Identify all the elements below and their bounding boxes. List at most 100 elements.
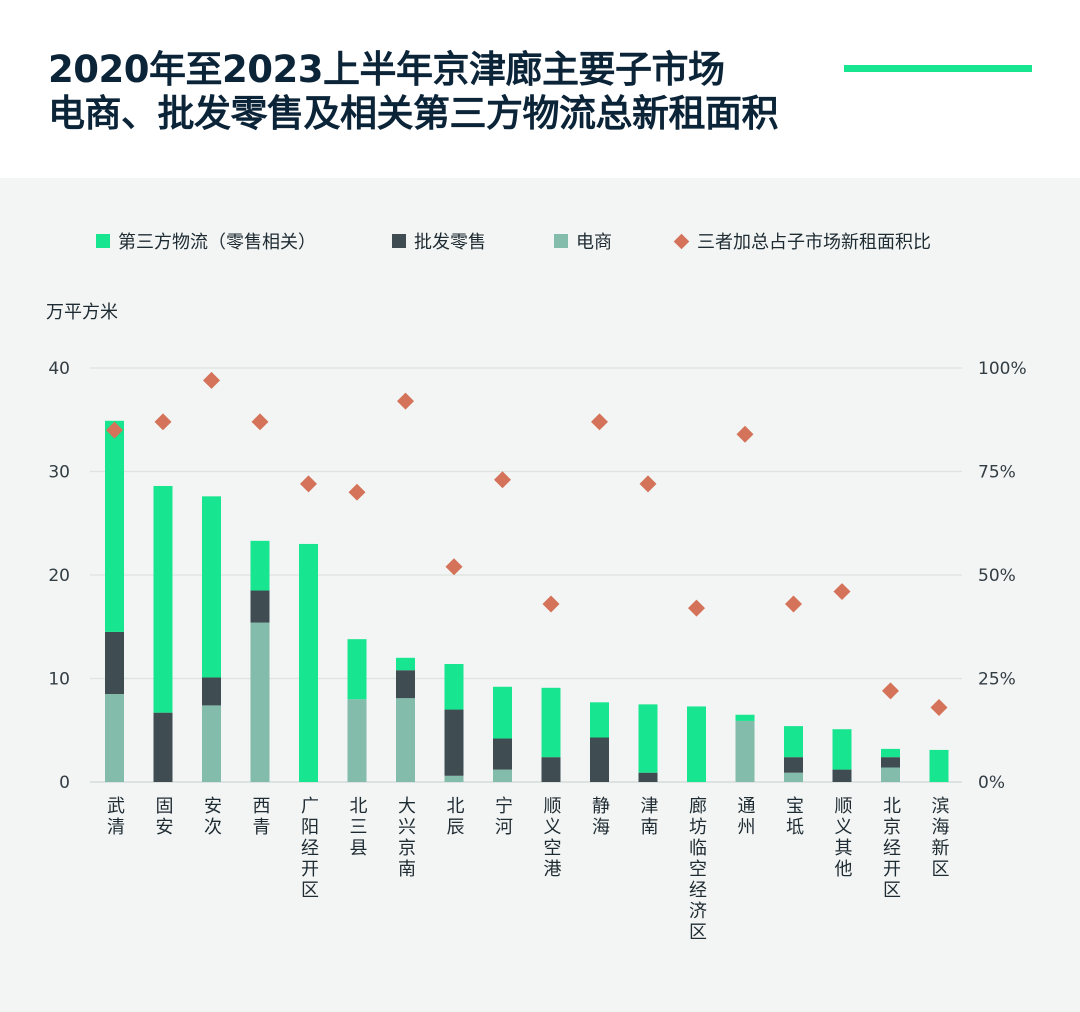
bar-segment-third-party	[396, 657, 415, 671]
y-axis-unit-label: 万平方米	[46, 302, 118, 323]
ratio-marker	[154, 413, 172, 431]
legend-swatch-third-party	[96, 234, 110, 248]
bar-segment-third-party	[105, 420, 124, 632]
x-category-label: 通州	[735, 796, 756, 838]
ratio-marker	[397, 392, 414, 410]
x-category-label: 安次	[201, 796, 222, 838]
y2-tick-label: 0%	[978, 773, 1005, 793]
x-category-label: 北辰	[444, 796, 465, 838]
bar-segment-third-party	[202, 496, 221, 678]
ratio-marker	[639, 475, 657, 493]
ratio-marker	[251, 413, 269, 431]
legend-label-third-party: 第三方物流（零售相关）	[118, 232, 316, 253]
bar-segment-third-party	[687, 706, 706, 782]
x-category-label: 北三县	[347, 796, 368, 859]
ratio-marker	[106, 421, 123, 439]
bar-segment-ecommerce	[347, 699, 367, 782]
bar-segment-ecommerce	[105, 694, 124, 782]
ratio-marker	[348, 483, 366, 501]
x-category-label: 西青	[250, 796, 271, 838]
x-category-label: 北京经开区	[880, 796, 901, 901]
x-category-label: 广阳经开区	[298, 796, 319, 901]
ratio-marker	[785, 595, 802, 613]
ratio-marker	[736, 425, 754, 443]
legend-label-wholesale: 批发零售	[414, 232, 486, 253]
ratio-marker	[542, 595, 560, 613]
y2-tick-label: 50%	[978, 566, 1016, 586]
legend-item-wholesale: 批发零售	[392, 228, 486, 254]
ratio-marker	[445, 558, 463, 576]
y2-tick-label: 100%	[978, 359, 1027, 379]
page-title: 2020年至2023上半年京津廊主要子市场 电商、批发零售及相关第三方物流总新租…	[48, 48, 779, 136]
x-category-label: 固安	[153, 796, 174, 838]
x-category-label: 武清	[104, 796, 125, 838]
y2-tick-label: 75%	[978, 463, 1016, 483]
ratio-marker	[203, 371, 220, 389]
legend-swatch-ecommerce	[554, 234, 568, 248]
bar-segment-third-party	[929, 749, 949, 782]
x-category-label: 宝坻	[783, 796, 804, 838]
bar-segment-wholesale	[541, 757, 561, 782]
bar-segment-third-party	[784, 726, 803, 758]
bar-segment-third-party	[881, 748, 900, 758]
bar-segment-third-party	[832, 729, 852, 770]
accent-line	[844, 65, 1032, 72]
bar-segment-ecommerce	[444, 775, 464, 782]
bar-segment-third-party	[250, 540, 270, 591]
bar-segment-wholesale	[202, 677, 221, 706]
ratio-marker	[688, 599, 705, 617]
ratio-marker	[930, 698, 948, 716]
x-category-label: 顺义空港	[541, 796, 562, 880]
bar-segment-ecommerce	[493, 769, 512, 782]
x-category-label: 大兴京南	[395, 796, 416, 880]
legend-label-ratio: 三者加总占子市场新租面积比	[697, 232, 931, 253]
legend-item-ratio: 三者加总占子市场新租面积比	[673, 228, 931, 254]
bar-segment-wholesale	[784, 757, 803, 773]
header: 2020年至2023上半年京津廊主要子市场 电商、批发零售及相关第三方物流总新租…	[0, 0, 1080, 178]
bar-segment-ecommerce	[881, 767, 900, 782]
bar-segment-third-party	[638, 704, 658, 773]
bar-segment-wholesale	[832, 769, 852, 782]
legend-item-third-party: 第三方物流（零售相关）	[96, 228, 316, 254]
bar-segment-wholesale	[105, 631, 124, 695]
ratio-marker	[300, 475, 317, 493]
legend-label-ecommerce: 电商	[576, 232, 612, 253]
bar-segment-ecommerce	[735, 720, 755, 782]
x-category-label: 静海	[589, 796, 610, 838]
bar-segment-ecommerce	[396, 698, 415, 782]
bar-segment-third-party	[735, 714, 755, 721]
y-tick-label: 10	[48, 670, 70, 690]
legend-swatch-wholesale	[392, 234, 406, 248]
bar-segment-third-party	[541, 687, 561, 758]
bar-segment-wholesale	[638, 772, 658, 782]
y-tick-label: 30	[48, 463, 70, 483]
bar-segment-third-party	[444, 664, 464, 710]
x-category-label: 宁河	[492, 796, 513, 838]
bar-segment-third-party	[299, 543, 318, 782]
bar-segment-wholesale	[590, 737, 609, 782]
bar-segment-ecommerce	[784, 772, 803, 782]
ratio-marker	[882, 682, 899, 700]
x-category-label: 滨海新区	[929, 796, 950, 880]
x-category-label: 廊坊临空经济区	[686, 796, 707, 943]
legend-item-ecommerce: 电商	[554, 228, 612, 254]
bar-segment-wholesale	[444, 709, 464, 776]
bar-segment-third-party	[590, 702, 609, 738]
bar-segment-wholesale	[250, 590, 270, 623]
y-tick-label: 20	[48, 566, 70, 586]
x-category-label: 津南	[638, 796, 659, 838]
bar-segment-wholesale	[881, 757, 900, 768]
bar-segment-ecommerce	[202, 705, 221, 782]
y-tick-label: 40	[48, 359, 70, 379]
y2-tick-label: 25%	[978, 670, 1016, 690]
bar-segment-wholesale	[396, 670, 415, 699]
bar-segment-wholesale	[493, 738, 512, 770]
ratio-marker	[494, 471, 511, 489]
bar-segment-third-party	[153, 485, 173, 713]
chart-panel	[0, 178, 1080, 1012]
y-tick-label: 0	[59, 773, 70, 793]
bar-segment-third-party	[347, 639, 367, 700]
title-line-1: 2020年至2023上半年京津廊主要子市场	[48, 48, 725, 91]
title-line-2: 电商、批发零售及相关第三方物流总新租面积	[48, 92, 779, 135]
